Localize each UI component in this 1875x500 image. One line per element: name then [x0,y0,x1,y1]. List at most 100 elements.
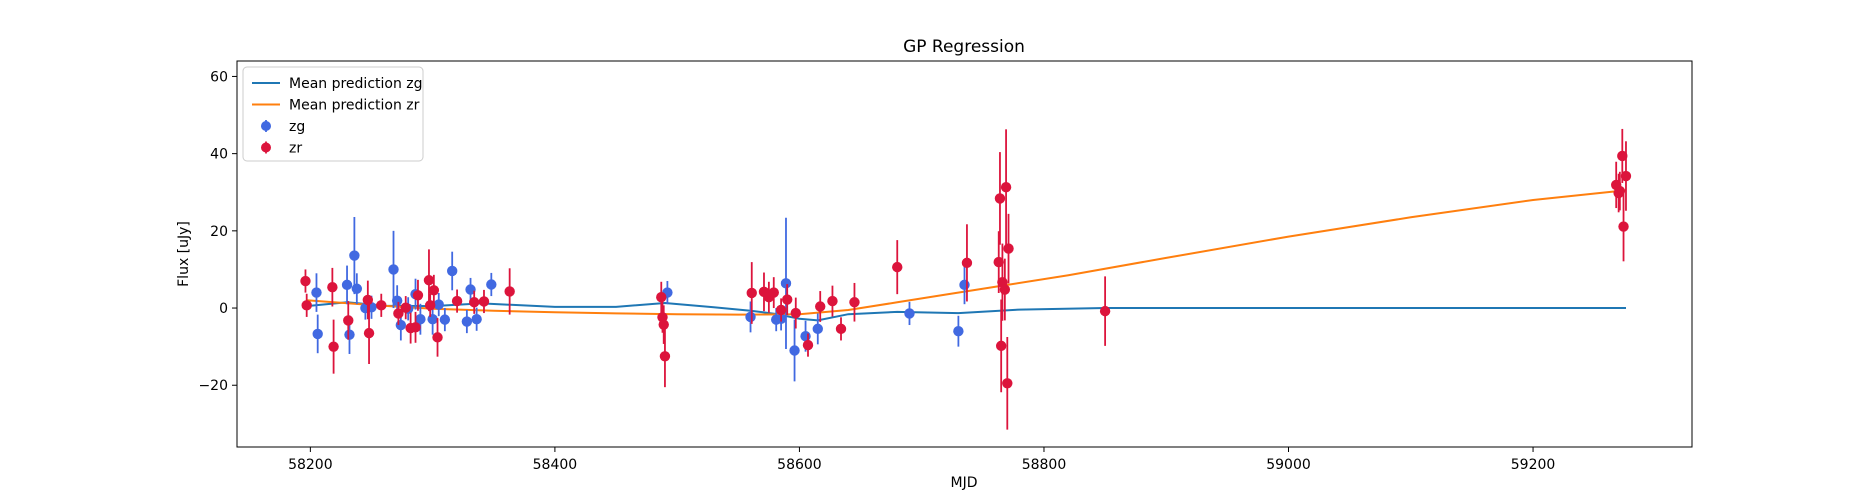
zr-point [412,290,424,301]
axes: 58200 58400 58600 58800 59000 59200 −20 0 20 40 60 [198,60,1693,473]
zg-point [388,264,399,275]
legend-label-2: zg [289,119,305,135]
x-tick-label: 59000 [1266,457,1311,473]
zr-point [393,308,404,319]
zr-point [1003,243,1014,254]
zr-point [328,341,339,352]
zg-point [959,279,970,291]
zr-point [782,294,793,305]
zg-point [904,308,915,319]
plot-frame [236,60,1693,448]
zg-point [745,311,756,323]
zr-point [1620,170,1632,182]
y-tick-label: 0 [219,301,228,317]
zg-point [311,287,322,298]
legend-marker-3 [261,142,271,153]
zg-point [349,250,360,261]
legend: Mean prediction zg Mean prediction zr zg zr [242,66,424,162]
zr-point [363,327,375,339]
zr-point [802,339,814,351]
zg-point [415,314,426,325]
zr-point [300,275,311,287]
y-tick-label: 40 [210,147,228,163]
zr-point [1618,221,1629,232]
zr-point [327,281,338,293]
zr-point [410,322,421,333]
zr-point [849,297,860,308]
zr-point [827,295,838,307]
zr-point [362,294,374,306]
zr-point [1614,185,1626,197]
zr-point [1000,182,1012,193]
legend-label-3: zr [289,141,302,157]
zg-point [351,283,363,294]
zg-point [446,265,458,277]
zr-point [768,287,779,298]
zr-point [400,302,411,313]
zg-point [953,326,964,337]
zr-point [835,323,847,335]
zg-point [780,278,792,289]
zr-point [993,256,1004,268]
y-tick-label: 60 [210,69,228,85]
zr-point [1099,305,1111,317]
zg-point [812,323,823,335]
zg-point [789,345,800,356]
zr-point [469,297,480,308]
y-axis-label: Flux [uJy] [176,221,192,287]
zr-point [451,295,463,307]
zr-point [301,300,312,311]
legend-label-0: Mean prediction zg [289,76,423,92]
zr-point [1002,378,1013,389]
zr-point [999,284,1011,295]
zg-point [312,328,323,340]
series-line-1 [306,189,1627,316]
zg-point [800,331,811,342]
zr-point [656,292,667,303]
zg-point [433,299,444,310]
zr-point [961,257,973,269]
x-tick-label: 58600 [777,457,822,473]
x-tick-label: 59200 [1511,457,1556,473]
zg-point [461,316,473,327]
chart-title: GP Regression [903,37,1025,57]
zr-point [423,275,435,286]
zg-point [427,314,438,325]
zr-point [424,300,436,311]
zr-point [376,300,387,311]
series-line-0 [306,301,1626,322]
zr-point [746,287,757,299]
zr-point [994,193,1006,204]
zg-point [395,319,407,331]
zr-point [815,301,826,312]
y-tick-label: 20 [210,224,228,240]
zg-point [471,314,482,325]
zg-point [439,314,451,325]
zg-point [341,279,353,291]
zg-point [486,279,497,290]
zr-point [892,261,903,273]
zr-point [995,340,1007,352]
zg-point [344,329,355,340]
plot-area [300,128,1632,430]
legend-marker-2 [261,121,271,131]
x-tick-label: 58400 [533,457,578,473]
zg-point [391,295,403,306]
zr-point [478,296,490,307]
zr-point [659,351,671,362]
x-tick-label: 58200 [288,457,333,473]
y-tick-label: −20 [198,378,228,394]
x-axis-label: MJD [951,475,978,491]
plot-content [300,128,1632,430]
zr-point [790,307,801,319]
zg-point [465,284,476,295]
zr-point [775,304,787,316]
legend-label-1: Mean prediction zr [289,98,420,114]
legend-box [242,66,424,162]
zr-point [658,319,669,330]
zr-point [432,332,443,343]
zr-point [343,315,354,326]
zr-point [504,286,515,297]
zr-point [428,285,440,296]
